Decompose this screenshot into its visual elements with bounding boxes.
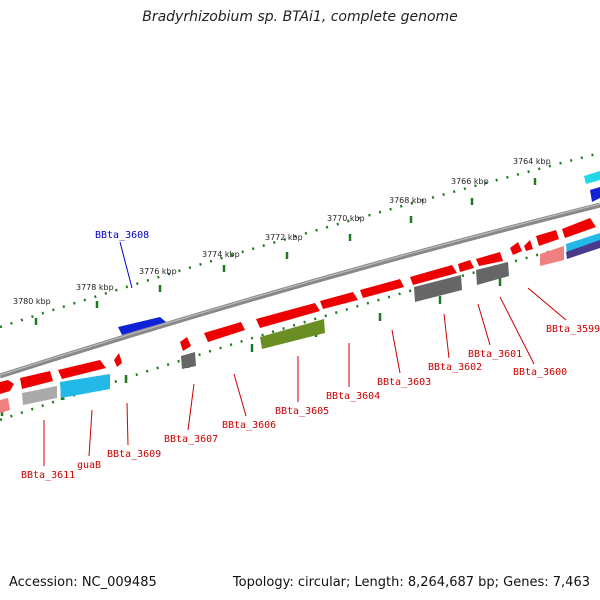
gene-red[interactable] bbox=[562, 218, 596, 238]
outer-scale-arc bbox=[0, 151, 600, 329]
label-leaders bbox=[43, 241, 567, 466]
gene-red[interactable] bbox=[510, 242, 522, 255]
gene-label: BBta_3600 bbox=[513, 367, 567, 378]
leader-line bbox=[233, 373, 247, 417]
backbone-arc bbox=[0, 202, 600, 379]
gene-red[interactable] bbox=[180, 337, 191, 351]
scale-tick-label: 3770 kbp bbox=[327, 214, 365, 223]
gene-label: BBta_3599 bbox=[546, 324, 600, 335]
gene-rna[interactable] bbox=[60, 374, 110, 398]
map-title: Bradyrhizobium sp. BTAi1, complete genom… bbox=[142, 9, 458, 25]
gene-purple[interactable] bbox=[566, 240, 600, 259]
outer-major-ticks bbox=[34, 178, 537, 325]
scale-tick-label: 3774 kbp bbox=[202, 250, 240, 259]
gene-red[interactable] bbox=[458, 260, 474, 272]
gene-red[interactable] bbox=[0, 380, 14, 394]
gene-label: BBta_3611 bbox=[21, 470, 75, 481]
leader-line bbox=[88, 409, 93, 457]
gene-label: BBta_3605 bbox=[275, 406, 329, 417]
gene-red[interactable] bbox=[58, 360, 106, 379]
accession-text: Accession: NC_009485 bbox=[9, 575, 157, 590]
gene-red[interactable] bbox=[114, 353, 122, 367]
gene-red[interactable] bbox=[320, 292, 358, 309]
scale-tick-label: 3776 kbp bbox=[139, 267, 177, 276]
leader-line bbox=[499, 296, 535, 365]
scale-tick-label: 3766 kbp bbox=[451, 177, 489, 186]
gene-BBta_3608[interactable] bbox=[118, 317, 166, 335]
gene-other[interactable] bbox=[260, 319, 325, 349]
gene-hypothetical[interactable] bbox=[476, 262, 509, 285]
genome-summary-text: Topology: circular; Length: 8,264,687 bp… bbox=[232, 575, 590, 590]
gene-label: BBta_3609 bbox=[107, 449, 161, 460]
leader-line bbox=[477, 303, 491, 346]
gene-hypothetical[interactable] bbox=[414, 275, 462, 302]
gene-label: guaB bbox=[77, 460, 101, 471]
inner-strand-genes-lower bbox=[0, 233, 600, 413]
backbone-arc-highlight bbox=[0, 203, 600, 376]
outer-strand-genes bbox=[118, 171, 600, 335]
gene-pink[interactable] bbox=[540, 246, 564, 266]
leader-line bbox=[443, 313, 450, 359]
gene-hypothetical[interactable] bbox=[181, 352, 196, 369]
gene-pink[interactable] bbox=[0, 398, 10, 413]
gene-label: BBta_3606 bbox=[222, 420, 276, 431]
leader-line bbox=[126, 402, 129, 446]
gene-red[interactable] bbox=[204, 322, 245, 342]
leader-line bbox=[527, 287, 567, 321]
gene-forward-1[interactable] bbox=[584, 171, 600, 184]
gene-red[interactable] bbox=[360, 279, 404, 298]
gene-red[interactable] bbox=[410, 265, 457, 285]
scale-tick-label: 3772 kbp bbox=[265, 233, 303, 242]
scale-tick-label: 3768 kbp bbox=[389, 196, 427, 205]
gene-red[interactable] bbox=[20, 371, 53, 389]
gene-red[interactable] bbox=[524, 240, 533, 251]
leader-line bbox=[119, 241, 133, 289]
leader-line bbox=[187, 383, 195, 431]
gene-label: BBta_3602 bbox=[428, 362, 482, 373]
gene-red[interactable] bbox=[476, 252, 503, 266]
gene-red[interactable] bbox=[256, 303, 320, 328]
leader-line bbox=[391, 329, 401, 374]
gene-forward-2[interactable] bbox=[590, 187, 600, 202]
gene-label: BBta_3607 bbox=[164, 434, 218, 445]
scale-tick-label: 3780 kbp bbox=[13, 297, 51, 306]
gene-silver[interactable] bbox=[22, 386, 57, 405]
gene-label-BBta_3608: BBta_3608 bbox=[95, 230, 149, 241]
scale-tick-label: 3764 kbp bbox=[513, 157, 551, 166]
gene-label: BBta_3603 bbox=[377, 377, 431, 388]
scale-tick-label: 3778 kbp bbox=[76, 283, 114, 292]
gene-red[interactable] bbox=[536, 230, 559, 246]
gene-label: BBta_3601 bbox=[468, 349, 522, 360]
gene-label: BBta_3604 bbox=[326, 391, 380, 402]
inner-strand-genes-upper bbox=[0, 218, 596, 394]
